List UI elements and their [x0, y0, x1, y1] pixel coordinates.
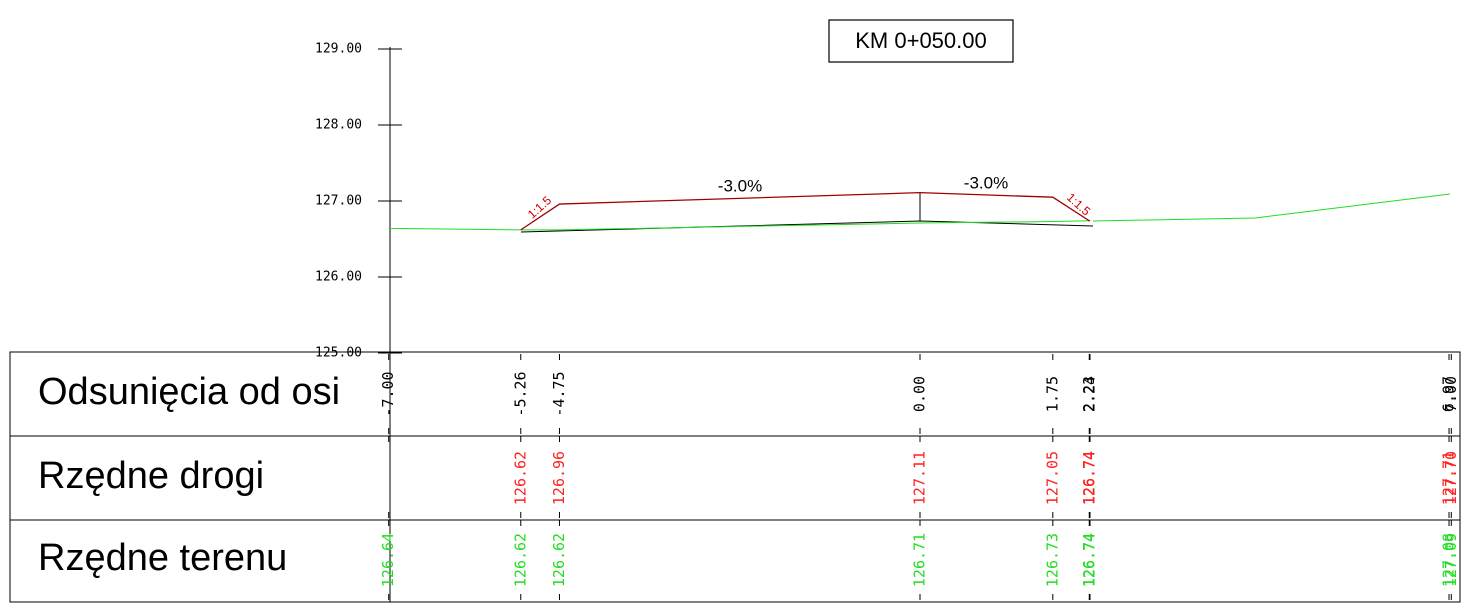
road-cell: 127.71: [1440, 451, 1458, 505]
road-cell: 127.11: [911, 451, 929, 505]
subgrade: [520, 220, 1094, 233]
road-cell: 127.05: [1043, 451, 1061, 505]
row-label: Odsunięcia od osi: [38, 371, 340, 413]
offset-cell: 0.00: [911, 376, 929, 412]
offset-cell: -7.00: [379, 371, 397, 416]
terrain-cell: 127.09: [1442, 533, 1460, 587]
road-cell: 127.70: [1442, 451, 1460, 505]
terrain-cell: 127.08: [1440, 533, 1458, 587]
offset-cell: 2.24: [1081, 376, 1099, 412]
axis-label: 126.00: [315, 270, 362, 285]
offset-cell: -5.26: [511, 371, 529, 416]
road-cell: 126.96: [550, 451, 568, 505]
row-label: Rzędne drogi: [38, 455, 264, 497]
offset-cell: 1.75: [1043, 376, 1061, 412]
terrain-cell: 126.71: [911, 533, 929, 587]
offset-cell: -4.75: [550, 371, 568, 416]
axis-label: 129.00: [315, 42, 362, 57]
road-cell: 126.74: [1080, 451, 1098, 505]
road-cell: 126.62: [511, 451, 529, 505]
axis-label: 128.00: [315, 118, 362, 133]
slope-label: -3.0%: [964, 173, 1008, 192]
terrain-cell: 126.73: [1043, 533, 1061, 587]
title: KM 0+050.00: [855, 28, 986, 53]
terrain-ext: [1092, 193, 1451, 222]
terrain-cell: 126.62: [550, 533, 568, 587]
title-box: [828, 19, 1014, 63]
axis-label: 125.00: [315, 346, 362, 361]
slope-label: -3.0%: [718, 176, 762, 195]
offset-cell: 6.97: [1440, 376, 1458, 412]
terrain-cell: 126.74: [1080, 533, 1098, 587]
row-label: Rzędne terenu: [38, 537, 287, 579]
road-cell: 126.74: [1081, 451, 1099, 505]
table-frame: [9, 351, 1461, 603]
terrain-line: [388, 220, 1091, 231]
terrain-cell: 126.62: [511, 533, 529, 587]
road-line: [520, 191, 1091, 231]
terrain-cell: 126.74: [1081, 533, 1099, 587]
offset-cell: 7.00: [1442, 376, 1460, 412]
offset-cell: 2.23: [1080, 376, 1098, 412]
axis-label: 127.00: [315, 194, 362, 209]
terrain-cell: 126.64: [379, 533, 397, 587]
